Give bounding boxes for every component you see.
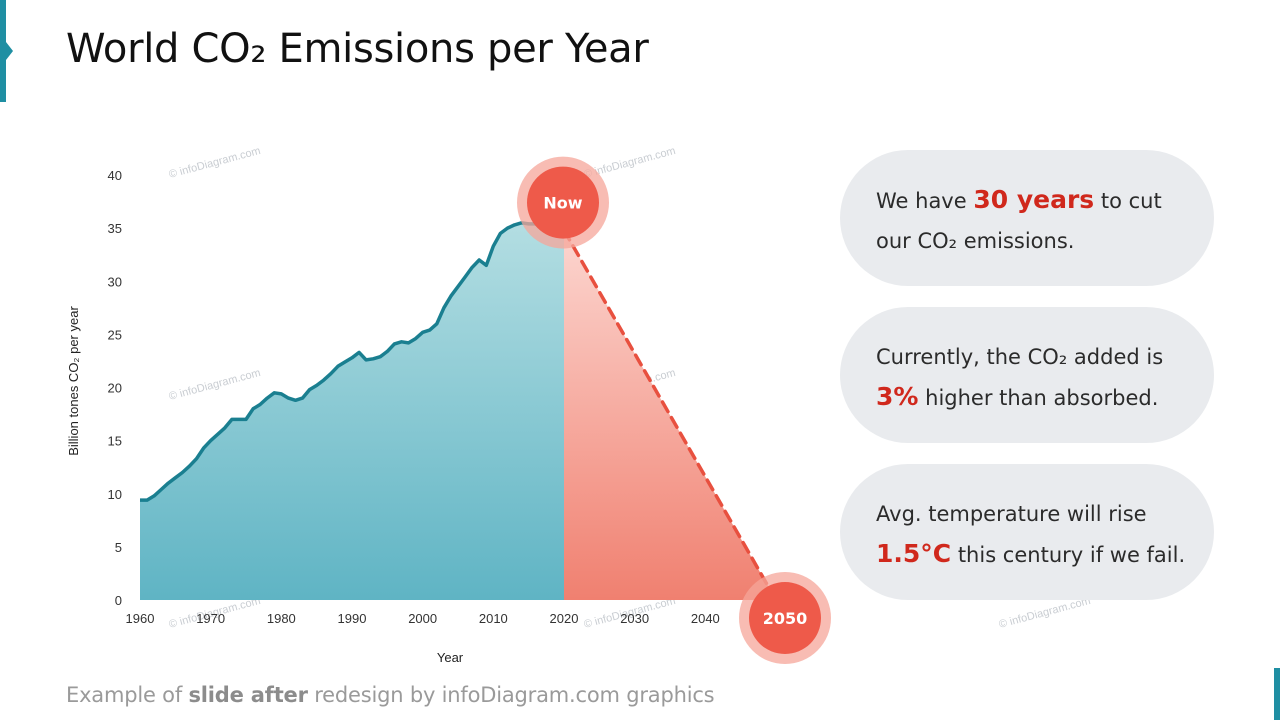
y-tick-label: 15: [108, 434, 122, 449]
fact-card-1: We have 30 years to cut our CO₂ emission…: [840, 150, 1214, 286]
x-tick-label: 2030: [620, 611, 649, 626]
y-tick-label: 20: [108, 381, 122, 396]
x-tick-label: 1970: [196, 611, 225, 626]
x-tick-label: 2000: [408, 611, 437, 626]
target-2050-marker: 2050: [739, 572, 831, 664]
y-tick-label: 40: [108, 168, 122, 183]
fact-card-3: Avg. temperature will rise 1.5°C this ce…: [840, 464, 1214, 600]
watermark-text: © infoDiagram.com: [168, 367, 262, 403]
x-tick-label: 1960: [126, 611, 155, 626]
x-tick-label: 2020: [550, 611, 579, 626]
fact-1-highlight: 30 years: [973, 185, 1095, 214]
marker-label: 2050: [763, 609, 808, 628]
historical-line: [140, 209, 566, 502]
y-tick-label: 25: [108, 327, 122, 342]
y-tick-label: 0: [115, 593, 122, 608]
footer-text-end: redesign by infoDiagram.com graphics: [307, 683, 715, 707]
marker-circle: [527, 166, 599, 239]
footer-caption: Example of slide after redesign by infoD…: [66, 683, 715, 707]
corner-bar: [1274, 668, 1280, 720]
x-axis-title: Year: [437, 650, 464, 665]
marker-label: Now: [543, 194, 582, 213]
accent-notch: [6, 42, 13, 60]
fact-2-text: Currently, the CO₂ added is: [876, 345, 1164, 369]
y-tick-label: 30: [108, 274, 122, 289]
fact-3-text-end: this century if we fail.: [951, 543, 1186, 567]
fact-card-2: Currently, the CO₂ added is 3% higher th…: [840, 307, 1214, 443]
fact-3-text: Avg. temperature will rise: [876, 502, 1147, 526]
fact-1-text-end: to cut our CO₂ emissions.: [876, 189, 1162, 253]
accent-bar: [0, 0, 6, 102]
x-tick-label: 2010: [479, 611, 508, 626]
y-tick-label: 35: [108, 221, 122, 236]
footer-text: Example of: [66, 683, 189, 707]
projection-line: [562, 228, 778, 602]
watermark-text: © infoDiagram.com: [168, 145, 262, 181]
fact-2-highlight: 3%: [876, 382, 919, 411]
fact-3-highlight: 1.5°C: [876, 539, 952, 568]
x-tick-label: 1990: [338, 611, 367, 626]
footer-bold: slide after: [188, 683, 308, 707]
slide-title: World CO₂ Emissions per Year: [66, 26, 649, 72]
y-tick-label: 10: [108, 487, 122, 502]
x-tick-label: 2040: [691, 611, 720, 626]
watermark-text: © infoDiagram.com: [998, 595, 1092, 631]
marker-circle: [749, 582, 821, 654]
fact-2-text-end: higher than absorbed.: [918, 386, 1159, 410]
x-tick-label: 1980: [267, 611, 296, 626]
historical-area: [140, 211, 564, 600]
y-axis-title: Billion tones CO₂ per year: [66, 306, 81, 456]
fact-1-text: We have: [876, 189, 974, 213]
y-tick-label: 5: [115, 540, 122, 555]
now-marker: Now: [517, 156, 609, 249]
